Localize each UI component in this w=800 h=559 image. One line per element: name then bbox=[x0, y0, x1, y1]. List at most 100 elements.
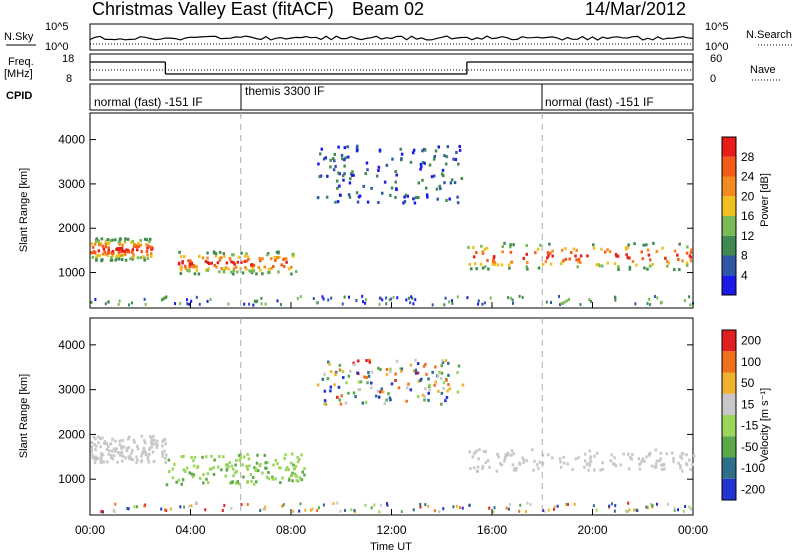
velocity-cell bbox=[232, 467, 235, 471]
velocity-cell bbox=[236, 480, 239, 484]
velocity-cell bbox=[241, 463, 244, 467]
power-cell bbox=[648, 264, 652, 268]
power-cell bbox=[285, 260, 288, 264]
power-cell bbox=[204, 260, 208, 264]
power-cell bbox=[248, 269, 251, 273]
power-cell bbox=[277, 270, 280, 274]
power-cell bbox=[475, 251, 478, 255]
velocity-cell bbox=[588, 464, 592, 468]
velocity-cell bbox=[431, 370, 434, 374]
velocity-cell bbox=[292, 463, 295, 467]
power-cell bbox=[484, 265, 487, 269]
velocity-cell bbox=[99, 455, 103, 459]
power-cell bbox=[400, 152, 404, 156]
power-cell bbox=[547, 254, 550, 258]
velocity-cell bbox=[627, 452, 630, 456]
power-cell bbox=[181, 260, 184, 264]
velocity-cell bbox=[522, 460, 525, 464]
velocity-cell bbox=[425, 372, 428, 376]
velocity-cell bbox=[144, 441, 147, 445]
colorbar-swatch bbox=[722, 275, 736, 295]
power-cell bbox=[95, 257, 98, 261]
power-cell bbox=[287, 267, 291, 271]
velocity-cell bbox=[370, 381, 373, 385]
velocity-cell bbox=[564, 502, 567, 506]
velocity-cell bbox=[164, 442, 168, 446]
velocity-cell bbox=[141, 451, 145, 455]
velocity-cell bbox=[303, 467, 306, 471]
velocity-cell bbox=[613, 462, 616, 466]
velocity-cell bbox=[498, 462, 502, 466]
velocity-cell bbox=[550, 456, 554, 460]
velocity-cell bbox=[655, 502, 658, 506]
y-tick-label: 4000 bbox=[58, 133, 85, 147]
power-cell bbox=[252, 269, 256, 273]
power-cell bbox=[215, 265, 218, 269]
power-cell bbox=[598, 264, 601, 268]
velocity-cell bbox=[397, 386, 401, 390]
power-cell bbox=[230, 270, 233, 274]
velocity-cell bbox=[234, 481, 238, 485]
velocity-cell bbox=[299, 502, 302, 506]
velocity-cell bbox=[522, 458, 526, 462]
velocity-cell bbox=[322, 503, 325, 507]
velocity-cell bbox=[481, 467, 484, 471]
power-cell bbox=[456, 195, 459, 199]
power-cell bbox=[246, 255, 250, 259]
velocity-cell bbox=[120, 445, 123, 449]
velocity-cell bbox=[535, 463, 539, 467]
velocity-cell bbox=[116, 460, 119, 464]
velocity-cell bbox=[108, 449, 111, 453]
velocity-colorbar: 200 100 50 15 -15 -50 -100 -200 bbox=[721, 329, 765, 501]
power-cell bbox=[551, 249, 554, 253]
power-cell bbox=[250, 262, 254, 266]
velocity-cell bbox=[366, 381, 369, 385]
velocity-cell bbox=[140, 434, 144, 438]
power-cell bbox=[470, 267, 473, 271]
power-cell bbox=[188, 302, 191, 306]
power-cell bbox=[430, 175, 434, 179]
power-cell bbox=[364, 172, 367, 176]
velocity-cell bbox=[665, 452, 669, 456]
velocity-cell bbox=[537, 466, 540, 470]
velocity-cell bbox=[476, 469, 480, 473]
velocity-cell bbox=[90, 440, 94, 444]
velocity-cell bbox=[663, 467, 666, 471]
x-tick-label: 16:00 bbox=[477, 523, 507, 537]
velocity-cell bbox=[249, 473, 253, 477]
velocity-cell bbox=[328, 362, 331, 366]
power-cell bbox=[541, 263, 545, 267]
velocity-cell bbox=[143, 439, 146, 443]
velocity-cell bbox=[478, 448, 481, 452]
power-cell bbox=[537, 266, 541, 270]
power-cell bbox=[548, 251, 552, 255]
power-cell bbox=[649, 303, 652, 307]
power-cell bbox=[245, 259, 249, 263]
power-y-axis: 1000 2000 3000 4000 bbox=[58, 133, 693, 280]
power-cell bbox=[592, 246, 596, 250]
velocity-cell bbox=[680, 452, 684, 456]
power-cell bbox=[685, 261, 689, 265]
velocity-cell bbox=[588, 461, 591, 465]
velocity-cell bbox=[212, 466, 215, 470]
velocity-cell bbox=[153, 438, 156, 442]
power-cell bbox=[389, 193, 392, 197]
power-cell bbox=[549, 300, 552, 304]
velocity-cell bbox=[303, 473, 306, 477]
velocity-cell bbox=[442, 386, 445, 390]
velocity-cell bbox=[614, 464, 618, 468]
velocity-cell bbox=[119, 451, 123, 455]
velocity-cell bbox=[311, 507, 314, 511]
power-cell bbox=[525, 252, 529, 256]
velocity-cell bbox=[329, 385, 333, 389]
power-y-label: Slant Range [km] bbox=[18, 168, 30, 252]
velocity-cell bbox=[97, 435, 100, 439]
power-cell bbox=[366, 168, 369, 172]
power-cell bbox=[236, 260, 240, 264]
power-cell bbox=[440, 172, 444, 176]
velocity-cell bbox=[400, 369, 403, 373]
velocity-cell bbox=[628, 467, 631, 471]
power-cell bbox=[214, 254, 218, 258]
power-cell bbox=[101, 244, 105, 248]
power-cell bbox=[207, 267, 210, 271]
